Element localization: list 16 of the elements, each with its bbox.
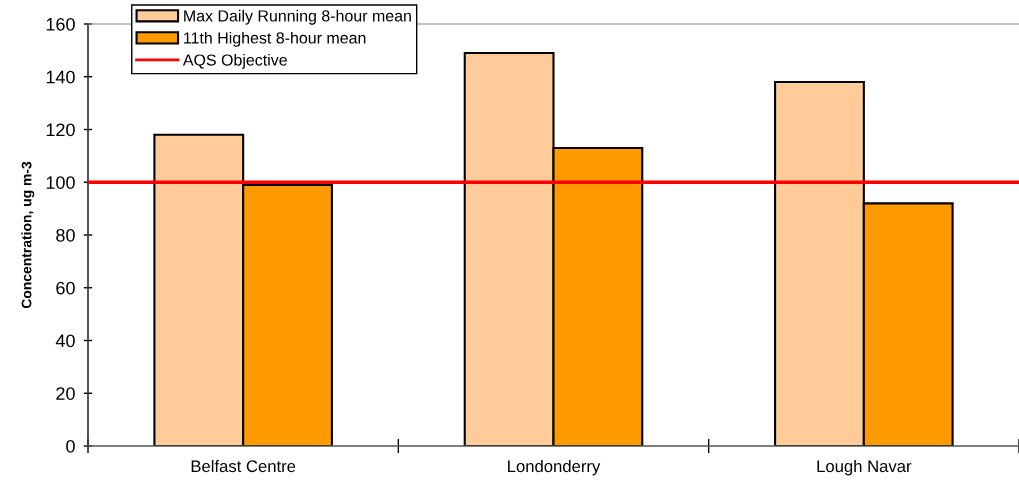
y-tick-label: 160: [46, 17, 75, 31]
x-tick-label: Belfast Centre: [191, 459, 296, 473]
y-tick-label: 80: [56, 228, 75, 242]
y-tick-label: 60: [56, 281, 75, 295]
y-tick-label: 120: [46, 123, 75, 137]
y-tick-label: 0: [66, 439, 75, 453]
x-tick-label: Lough Navar: [817, 459, 912, 476]
y-tick-label: 140: [46, 70, 75, 84]
y-tick-label: 20: [56, 387, 75, 400]
legend-label: AQS Objective: [182, 53, 287, 69]
y-tick-label: 100: [46, 176, 75, 189]
y-tick-label: 40: [55, 334, 75, 348]
x-tick-label: Londonderry: [508, 459, 601, 476]
legend-label: Max Daily Running 8-hour mean: [184, 9, 411, 25]
y-axis-title: Concentration, ug m-3: [21, 161, 35, 309]
legend-label: 11th Highest 8-hour mean: [184, 31, 366, 47]
